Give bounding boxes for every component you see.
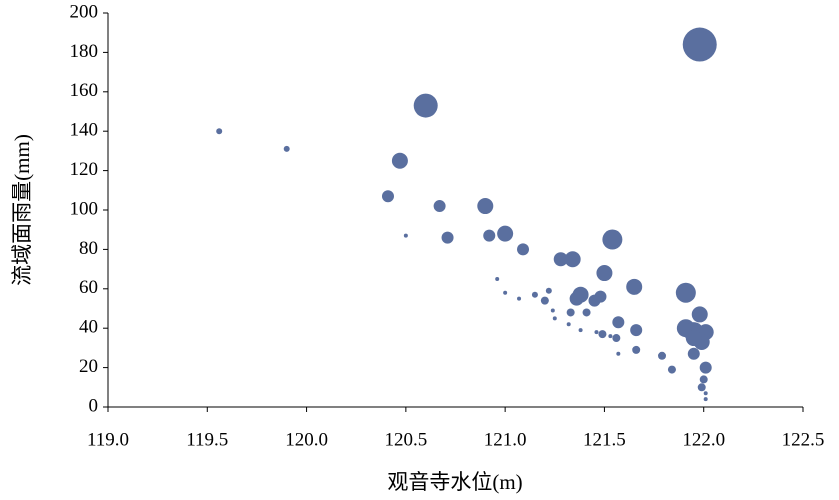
bubble: [616, 351, 621, 356]
bubble: [403, 233, 408, 238]
bubble: [483, 229, 496, 242]
bubble: [503, 290, 508, 295]
bubble: [612, 334, 621, 343]
bubble: [608, 334, 613, 339]
bubble: [594, 330, 599, 335]
bubble: [517, 243, 530, 256]
y-tick-label: 160: [70, 80, 99, 101]
bubble: [685, 330, 702, 347]
bubble: [630, 324, 643, 337]
bubble: [703, 397, 708, 402]
bubble: [612, 316, 625, 329]
bubble: [632, 345, 641, 354]
bubble: [540, 296, 549, 305]
x-tick-label: 119.0: [87, 429, 129, 450]
x-tick-label: 120.0: [285, 429, 328, 450]
y-tick-label: 180: [70, 41, 99, 62]
bubble: [596, 265, 613, 282]
bubble: [550, 308, 555, 313]
y-tick-label: 120: [70, 159, 99, 180]
bubble: [381, 190, 394, 203]
x-tick-label: 121.5: [583, 429, 626, 450]
bubble: [691, 306, 708, 323]
bubble: [699, 375, 708, 384]
bubble: [552, 316, 557, 321]
bubble: [658, 351, 667, 360]
bubble: [413, 93, 438, 118]
bubble: [477, 198, 494, 215]
bubble: [675, 282, 696, 303]
bubble: [588, 294, 601, 307]
bubble: [569, 291, 584, 306]
x-tick-label: 122.5: [782, 429, 825, 450]
bubble: [564, 251, 581, 268]
bubble: [391, 152, 408, 169]
x-axis-title: 观音寺水位(m): [387, 470, 522, 494]
bubble: [495, 276, 500, 281]
bubble: [598, 330, 607, 339]
y-tick-label: 0: [89, 395, 99, 416]
bubble: [682, 27, 717, 62]
x-tick-label: 120.5: [384, 429, 427, 450]
bubble: [517, 296, 522, 301]
bubble: [697, 383, 706, 392]
y-tick-label: 40: [79, 317, 98, 338]
bubble: [566, 308, 575, 317]
y-axis-title: 流域面雨量(mm): [10, 134, 34, 286]
y-tick-label: 80: [79, 238, 98, 259]
bubble: [553, 252, 568, 267]
bubble: [545, 287, 552, 294]
bubble: [441, 231, 454, 244]
x-tick-label: 119.5: [186, 429, 228, 450]
bubble: [433, 200, 446, 213]
bubble: [699, 361, 712, 374]
bubble: [703, 391, 708, 396]
y-tick-label: 100: [70, 198, 99, 219]
y-tick-label: 20: [79, 356, 98, 377]
x-tick-label: 122.0: [682, 429, 725, 450]
bubble: [602, 229, 623, 250]
bubble: [283, 145, 290, 152]
y-tick-label: 60: [79, 277, 98, 298]
bubble: [578, 328, 583, 333]
x-tick-label: 121.0: [484, 429, 527, 450]
bubble: [687, 347, 700, 360]
bubble: [667, 365, 676, 374]
bubble: [582, 308, 591, 317]
bubble: [626, 278, 643, 295]
y-tick-label: 140: [70, 120, 99, 141]
bubble: [531, 291, 538, 298]
bubble: [566, 322, 571, 327]
bubble: [216, 128, 223, 135]
bubble: [497, 225, 514, 242]
y-tick-label: 200: [70, 1, 99, 22]
